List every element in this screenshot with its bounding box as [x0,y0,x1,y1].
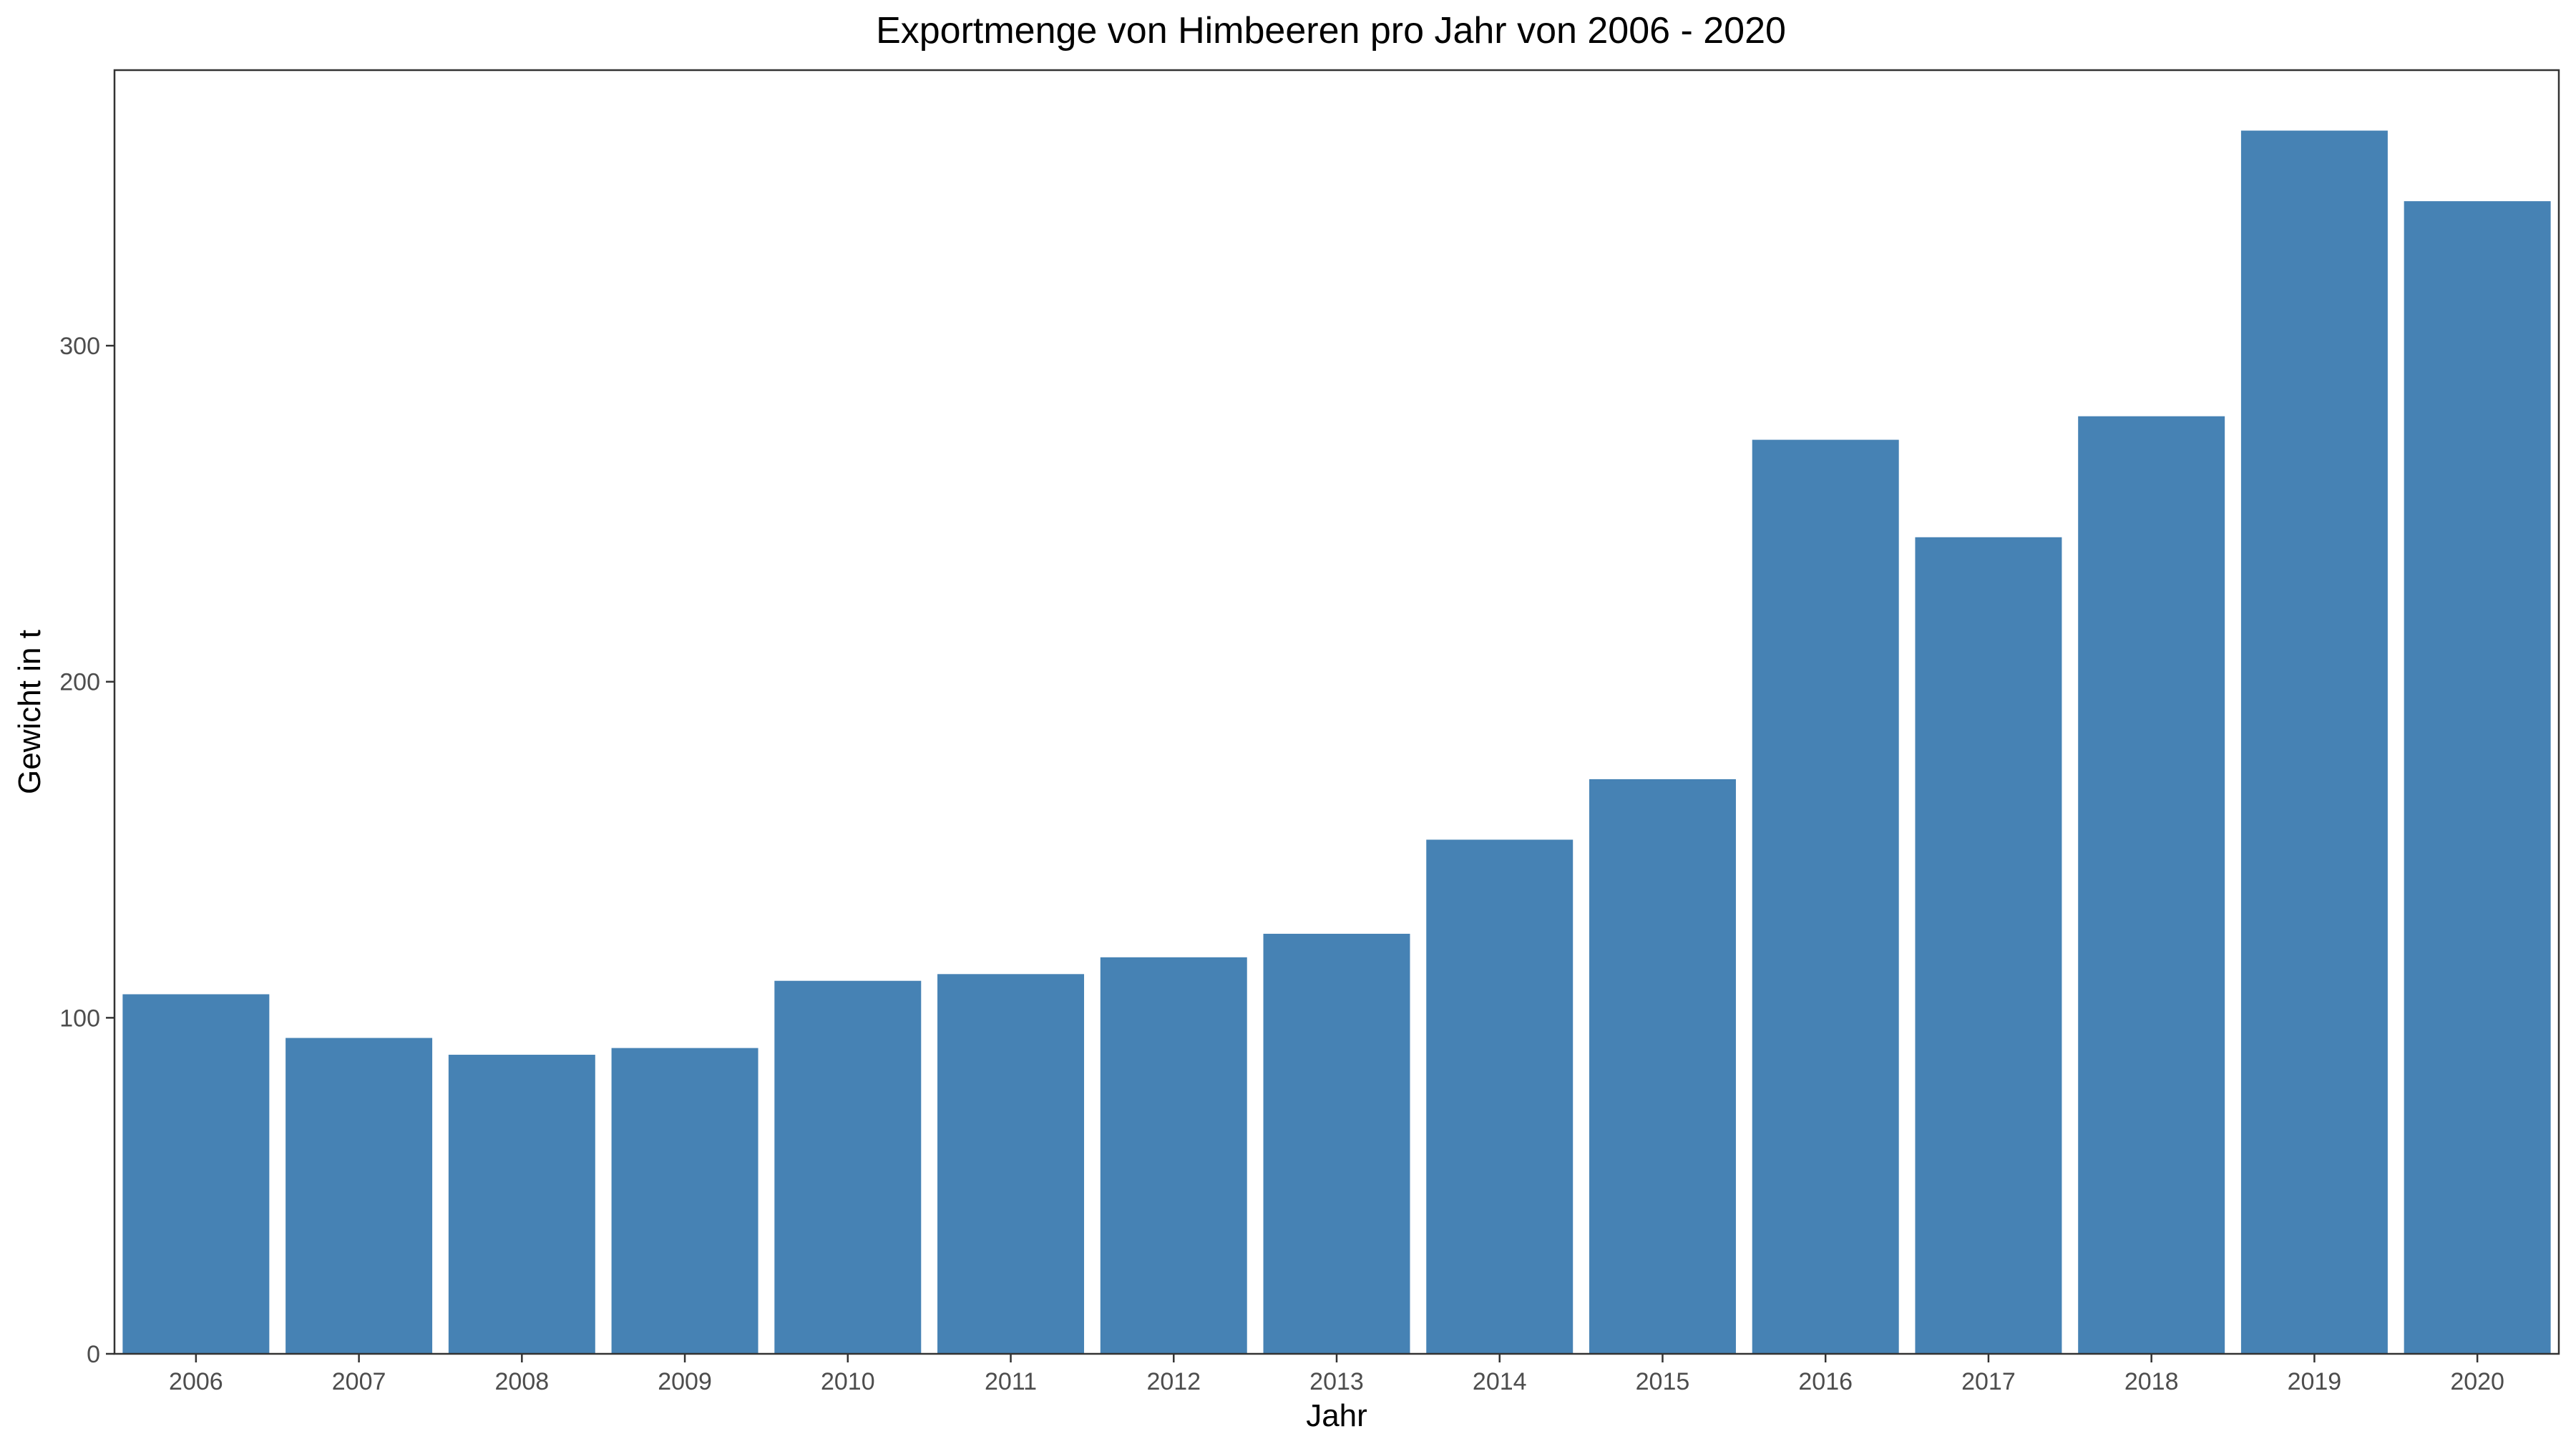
bar-2015 [1589,779,1736,1354]
bar-2009 [611,1048,758,1354]
x-tick-label-2015: 2015 [1636,1368,1690,1395]
bar-2017 [1915,537,2062,1355]
y-tick-label-0: 0 [87,1341,100,1368]
x-tick-label-2014: 2014 [1473,1368,1527,1395]
bar-2016 [1752,439,1899,1354]
y-axis-title: Gewicht in t [12,630,47,794]
x-tick-label-2010: 2010 [821,1368,875,1395]
x-axis: 2006 2007 2008 2009 2010 2011 2012 2013 2014 2015… [169,1354,2504,1395]
x-tick-label-2013: 2013 [1309,1368,1364,1395]
bars-group [122,130,2551,1355]
bar-2012 [1100,957,1247,1354]
x-tick-label-2017: 2017 [1961,1368,2016,1395]
bar-2011 [937,974,1085,1354]
x-tick-label-2006: 2006 [169,1368,223,1395]
bar-2019 [2240,130,2388,1354]
bar-2007 [286,1038,433,1354]
y-tick-label-300: 300 [59,333,100,360]
x-axis-title: Jahr [1306,1398,1367,1433]
x-tick-label-2019: 2019 [2288,1368,2342,1395]
bar-2013 [1263,933,1410,1354]
chart-title: Exportmenge von Himbeeren pro Jahr von 2… [876,10,1786,52]
bar-2006 [122,994,270,1354]
x-tick-label-2018: 2018 [2124,1368,2179,1395]
x-tick-label-2011: 2011 [985,1368,1037,1395]
x-tick-label-2016: 2016 [1798,1368,1853,1395]
bar-2014 [1426,839,1574,1354]
x-tick-label-2009: 2009 [658,1368,712,1395]
y-tick-label-200: 200 [59,669,100,696]
bar-2010 [774,980,922,1354]
bar-2020 [2404,201,2551,1354]
x-tick-label-2007: 2007 [332,1368,386,1395]
x-tick-label-2012: 2012 [1146,1368,1201,1395]
y-axis: 0 100 200 300 [59,333,114,1368]
x-tick-label-2020: 2020 [2450,1368,2504,1395]
bar-2018 [2078,416,2225,1354]
x-tick-label-2008: 2008 [495,1368,550,1395]
bar-2008 [448,1055,595,1354]
plot-panel-border [113,69,2560,1355]
y-tick-label-100: 100 [59,1005,100,1032]
